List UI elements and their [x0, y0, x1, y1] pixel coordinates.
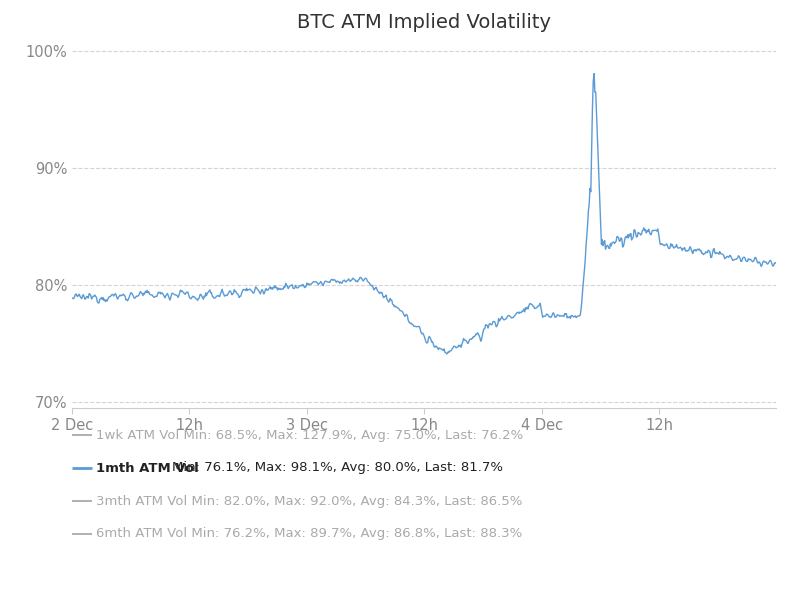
Text: 6mth ATM Vol Min: 76.2%, Max: 89.7%, Avg: 86.8%, Last: 88.3%: 6mth ATM Vol Min: 76.2%, Max: 89.7%, Avg… [96, 527, 522, 541]
Text: 1mth ATM Vol: 1mth ATM Vol [96, 461, 198, 475]
Text: 1wk ATM Vol Min: 68.5%, Max: 127.9%, Avg: 75.0%, Last: 76.2%: 1wk ATM Vol Min: 68.5%, Max: 127.9%, Avg… [96, 428, 523, 442]
Title: BTC ATM Implied Volatility: BTC ATM Implied Volatility [297, 13, 551, 32]
Text: Min: 76.1%, Max: 98.1%, Avg: 80.0%, Last: 81.7%: Min: 76.1%, Max: 98.1%, Avg: 80.0%, Last… [172, 461, 503, 475]
Text: 3mth ATM Vol Min: 82.0%, Max: 92.0%, Avg: 84.3%, Last: 86.5%: 3mth ATM Vol Min: 82.0%, Max: 92.0%, Avg… [96, 494, 522, 508]
